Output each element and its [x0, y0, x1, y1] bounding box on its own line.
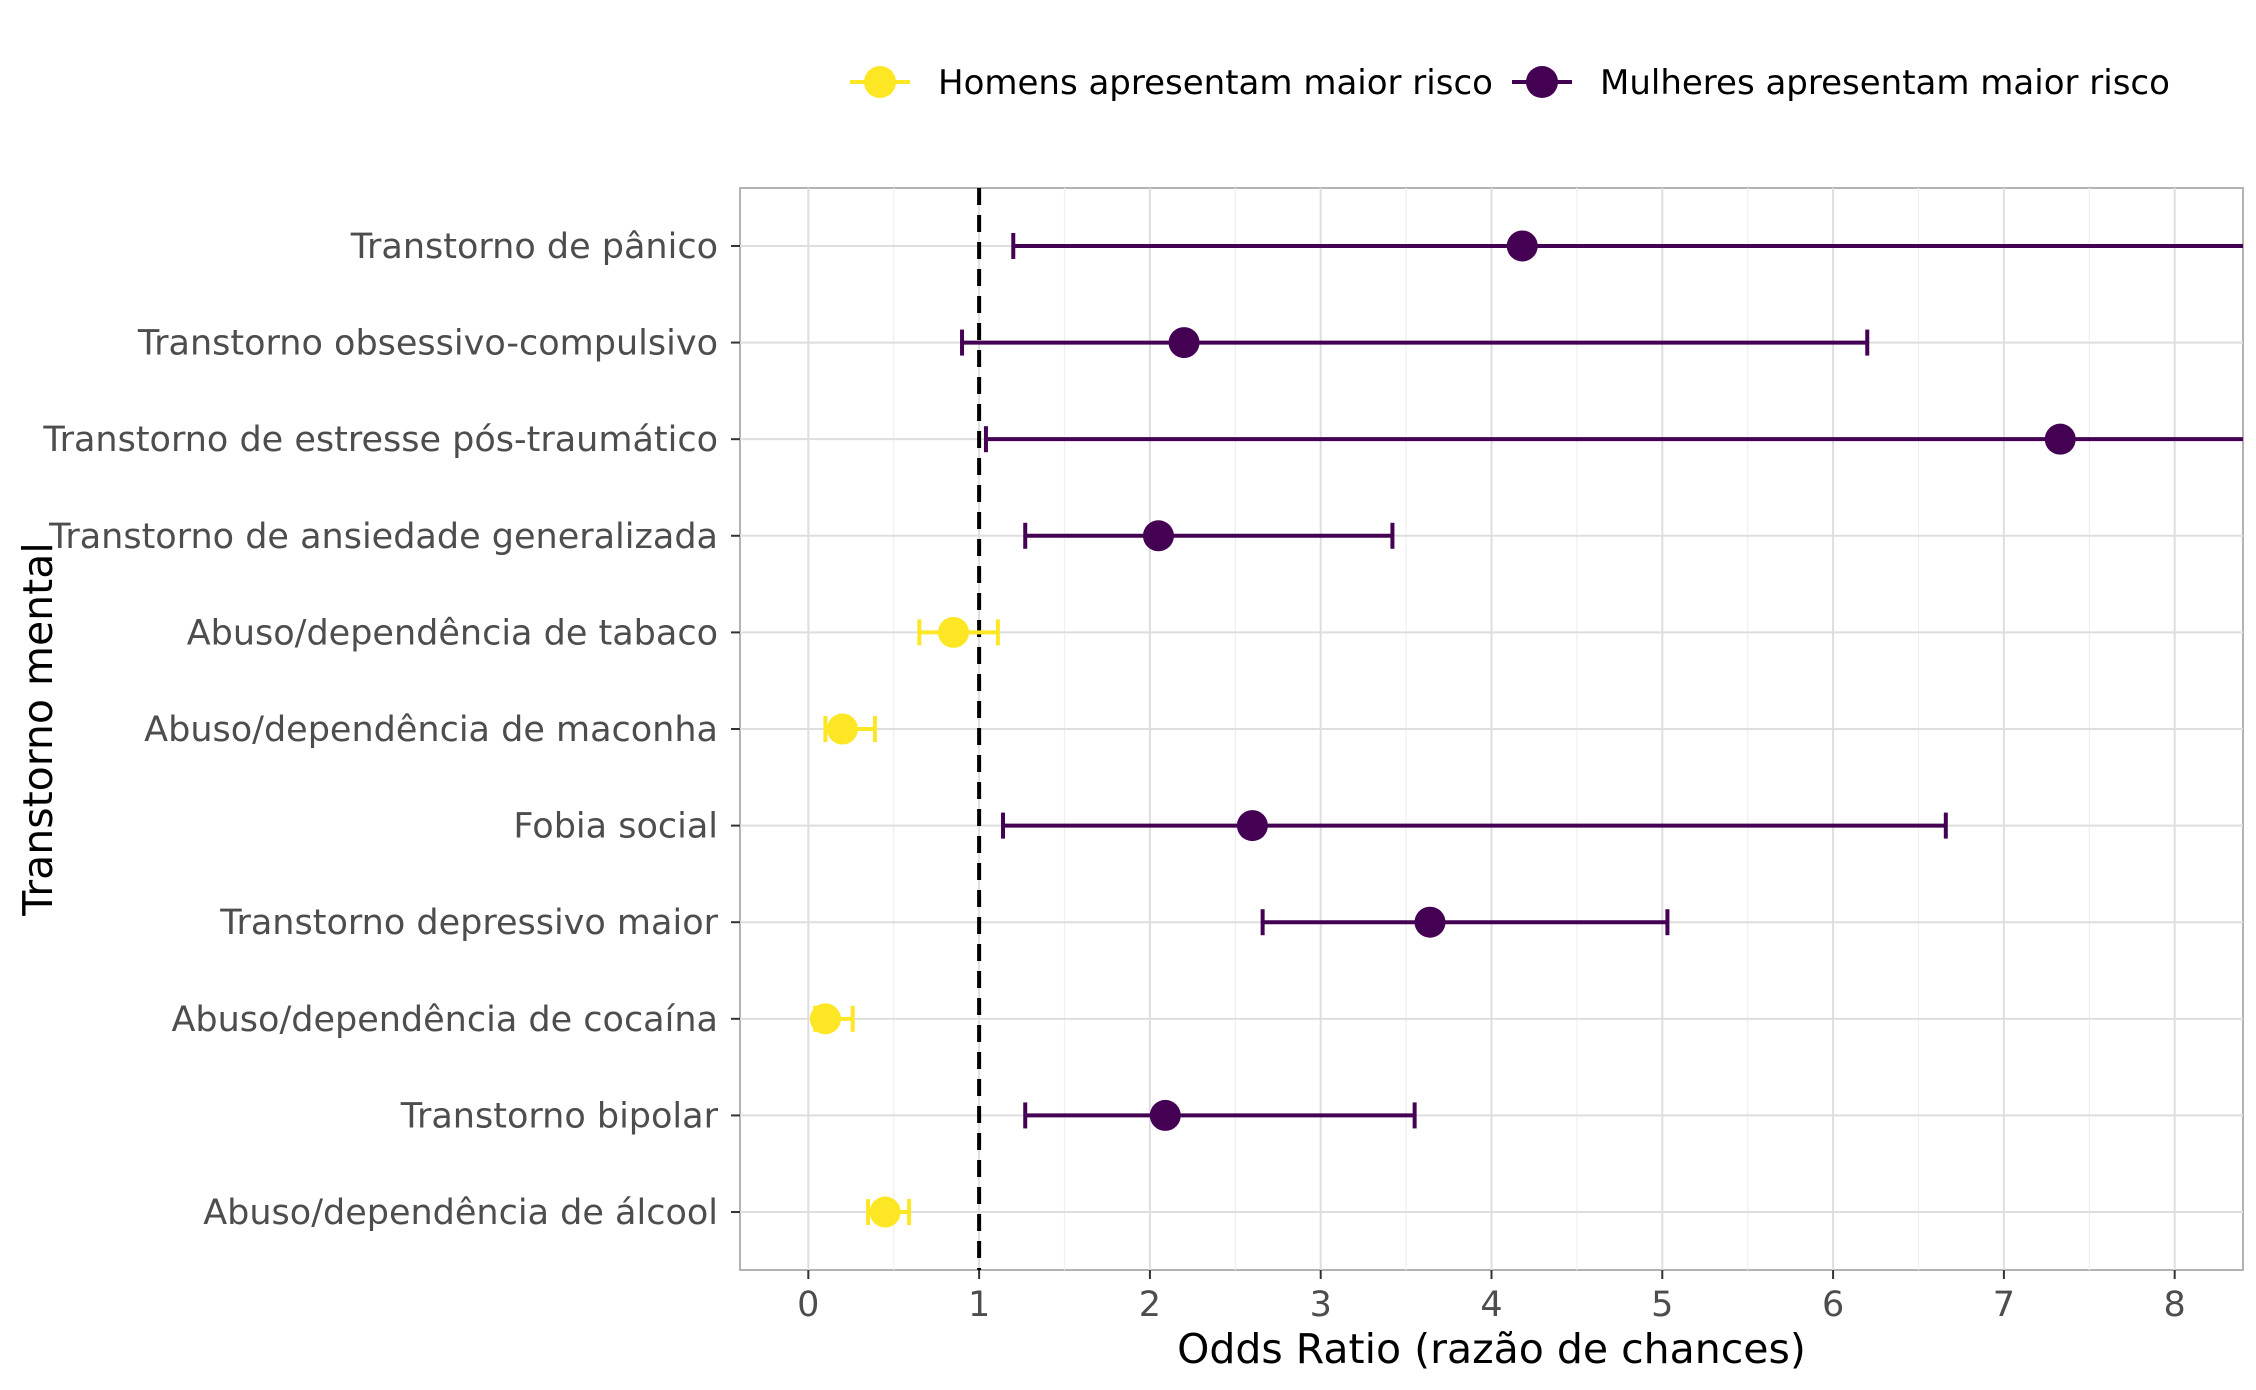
y-tick-label: Abuso/dependência de tabaco [187, 613, 718, 653]
data-point [1414, 906, 1446, 938]
x-tick-label: 8 [2164, 1285, 2186, 1325]
x-axis-ticks: 0 1 2 3 4 5 6 7 8 [797, 1270, 2186, 1325]
legend-item: Homens apresentam maior risco [850, 63, 1493, 103]
y-tick-label: Fobia social [513, 807, 718, 847]
data-marks [809, 230, 2243, 1228]
errorbar-point [1023, 1099, 1417, 1131]
data-point [1149, 1099, 1181, 1131]
legend-key-point [1526, 66, 1558, 98]
errorbar-point [983, 423, 2243, 455]
y-tick-label: Transtorno obsessivo-compulsivo [137, 324, 718, 364]
legend-item: Mulheres apresentam maior risco [1512, 63, 2170, 103]
y-tick-label: Abuso/dependência de cocaína [171, 1000, 718, 1040]
errorbar-point [823, 713, 877, 745]
y-tick-label: Abuso/dependência de álcool [203, 1193, 718, 1233]
x-tick-label: 2 [1139, 1285, 1161, 1325]
errorbar-point [809, 1003, 855, 1035]
data-point [937, 616, 969, 648]
y-axis-ticks: Transtorno de pânico Transtorno obsessivo… [42, 227, 740, 1233]
x-tick-label: 6 [1822, 1285, 1844, 1325]
y-axis-title: Transtorno mental [14, 542, 62, 916]
errorbar-point [1023, 520, 1395, 552]
x-axis-title: Odds Ratio (razão de chances) [1177, 1325, 1806, 1373]
errorbar-point [1011, 230, 2243, 262]
y-tick-label: Abuso/dependência de maconha [144, 710, 718, 750]
x-tick-label: 0 [797, 1285, 819, 1325]
errorbar-point [1001, 810, 1948, 842]
data-point [826, 713, 858, 745]
data-point [1506, 230, 1538, 262]
errorbar-point [866, 1196, 912, 1228]
errorbar-point [1260, 906, 1670, 938]
x-tick-label: 1 [968, 1285, 990, 1325]
data-point [1142, 520, 1174, 552]
errorbar-point [917, 616, 1000, 648]
legend-label: Homens apresentam maior risco [938, 63, 1493, 103]
y-tick-label: Transtorno depressivo maior [219, 903, 718, 943]
legend: Homens apresentam maior risco Mulheres ap… [850, 63, 2170, 103]
data-point [1168, 327, 1200, 359]
y-tick-label: Transtorno bipolar [400, 1096, 719, 1136]
x-tick-label: 3 [1310, 1285, 1332, 1325]
data-point [1236, 810, 1268, 842]
x-tick-label: 7 [1993, 1285, 2015, 1325]
y-tick-label: Transtorno de pânico [350, 227, 718, 267]
y-tick-label: Transtorno de ansiedade generalizada [48, 517, 718, 557]
y-tick-label: Transtorno de estresse pós-traumático [42, 420, 718, 460]
x-tick-label: 4 [1480, 1285, 1502, 1325]
x-tick-label: 5 [1651, 1285, 1673, 1325]
data-point [809, 1003, 841, 1035]
legend-label: Mulheres apresentam maior risco [1600, 63, 2170, 103]
data-point [869, 1196, 901, 1228]
data-point [2044, 423, 2076, 455]
errorbar-point [960, 327, 1870, 359]
legend-key-point [864, 66, 896, 98]
